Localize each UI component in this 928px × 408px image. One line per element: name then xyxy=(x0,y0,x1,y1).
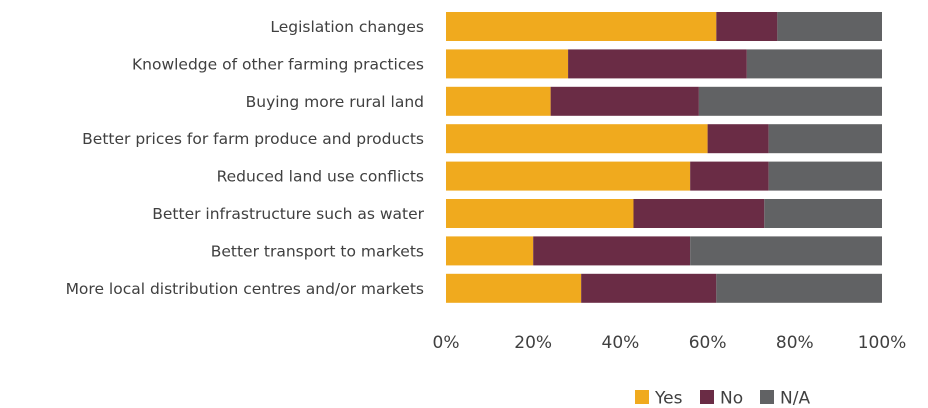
bar-segment-yes-7 xyxy=(446,273,582,303)
bar-segment-na-4 xyxy=(768,161,882,191)
bar-segment-no-0 xyxy=(716,12,778,41)
bars-group xyxy=(446,12,882,303)
legend-swatch-na xyxy=(760,390,774,404)
bar-segment-na-3 xyxy=(768,124,882,154)
legend-label-yes: Yes xyxy=(654,389,683,408)
bar-segment-no-2 xyxy=(550,86,699,116)
category-label: Better infrastructure such as water xyxy=(152,205,424,223)
bar-segment-na-7 xyxy=(716,273,882,303)
bar-segment-no-1 xyxy=(568,49,747,79)
bar-segment-na-1 xyxy=(746,49,882,79)
x-tick-label: 40% xyxy=(602,333,640,353)
bar-segment-no-4 xyxy=(690,161,769,191)
category-label: Better transport to markets xyxy=(211,242,424,260)
bar-segment-no-3 xyxy=(707,124,769,154)
bar-segment-yes-2 xyxy=(446,86,551,116)
bar-segment-yes-4 xyxy=(446,161,691,191)
category-label: Knowledge of other farming practices xyxy=(132,55,424,73)
legend-label-no: No xyxy=(720,389,743,408)
bar-segment-na-0 xyxy=(777,12,882,41)
legend-swatch-yes xyxy=(635,390,649,404)
x-tick-label: 0% xyxy=(433,333,460,353)
bar-segment-no-6 xyxy=(533,236,691,266)
bar-segment-yes-6 xyxy=(446,236,534,266)
bar-segment-na-5 xyxy=(764,199,882,228)
category-label: Reduced land use conflicts xyxy=(217,168,424,186)
x-tick-label: 100% xyxy=(858,333,907,353)
category-label: Better prices for farm produce and produ… xyxy=(82,130,424,148)
bar-segment-yes-0 xyxy=(446,12,717,41)
legend-swatch-no xyxy=(700,390,714,404)
bar-segment-na-2 xyxy=(698,86,882,116)
bar-segment-yes-3 xyxy=(446,124,708,154)
category-label: More local distribution centres and/or m… xyxy=(66,280,424,298)
category-labels: Legislation changes Knowledge of other fa… xyxy=(66,18,425,298)
bar-segment-yes-5 xyxy=(446,199,634,228)
legend: Yes No N/A xyxy=(635,389,810,408)
category-label: Buying more rural land xyxy=(246,93,424,111)
x-axis-tick-labels: 0% 20% 40% 60% 80% 100% xyxy=(433,333,907,353)
legend-label-na: N/A xyxy=(780,389,810,408)
x-tick-label: 20% xyxy=(514,333,552,353)
bar-segment-no-7 xyxy=(581,273,717,303)
x-tick-label: 80% xyxy=(776,333,814,353)
bar-segment-yes-1 xyxy=(446,49,569,79)
x-tick-label: 60% xyxy=(689,333,727,353)
bar-segment-no-5 xyxy=(633,199,765,228)
category-label: Legislation changes xyxy=(270,18,424,36)
bar-segment-na-6 xyxy=(690,236,882,266)
